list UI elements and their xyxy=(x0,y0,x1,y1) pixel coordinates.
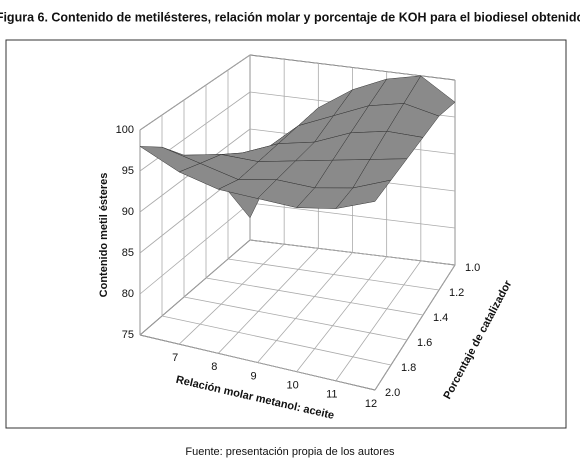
grid-line xyxy=(139,239,251,336)
z-tick-label: 100 xyxy=(116,124,134,136)
y-tick-label: 1.4 xyxy=(433,312,448,324)
z-tick-label: 75 xyxy=(122,329,134,341)
chart-title: Figura 6. Contenido de metilésteres, rel… xyxy=(0,10,580,24)
y-tick-label: 1.2 xyxy=(449,287,464,299)
grid-line xyxy=(296,256,387,372)
chart-frame xyxy=(5,39,567,429)
grid-line xyxy=(218,248,319,354)
x-tick-label: 9 xyxy=(250,370,256,382)
grid-line xyxy=(139,202,251,295)
grid-line xyxy=(227,258,440,291)
grid-line xyxy=(139,334,376,391)
grid-line xyxy=(249,239,456,266)
surface-patch xyxy=(335,179,392,210)
z-tick-label: 90 xyxy=(122,206,134,218)
grid-line xyxy=(374,264,456,391)
y-tick-label: 1.0 xyxy=(465,262,480,274)
grid-line xyxy=(178,243,285,345)
y-tick-label: 1.8 xyxy=(401,362,416,374)
grid-line xyxy=(183,296,408,341)
z-tick-label: 80 xyxy=(122,288,134,300)
z-tick-label: 85 xyxy=(122,247,134,259)
grid-line xyxy=(139,54,251,131)
y-tick-label: 2.0 xyxy=(385,387,400,399)
grid-line xyxy=(161,315,392,366)
x-tick-label: 12 xyxy=(365,398,377,410)
z-tick-label: 95 xyxy=(122,165,134,177)
y-tick-label: 1.6 xyxy=(417,337,432,349)
x-tick-label: 11 xyxy=(326,389,337,401)
grid-line xyxy=(205,277,424,316)
x-tick-label: 7 xyxy=(172,352,178,364)
source: Fuente: presentación propia de los autor… xyxy=(185,446,395,458)
x-tick-label: 8 xyxy=(211,361,217,373)
x-tick-label: 10 xyxy=(287,380,299,392)
grid-line xyxy=(257,252,353,363)
z-axis-label: Contenido metil ésteres xyxy=(98,173,110,298)
grid-line xyxy=(335,260,422,382)
